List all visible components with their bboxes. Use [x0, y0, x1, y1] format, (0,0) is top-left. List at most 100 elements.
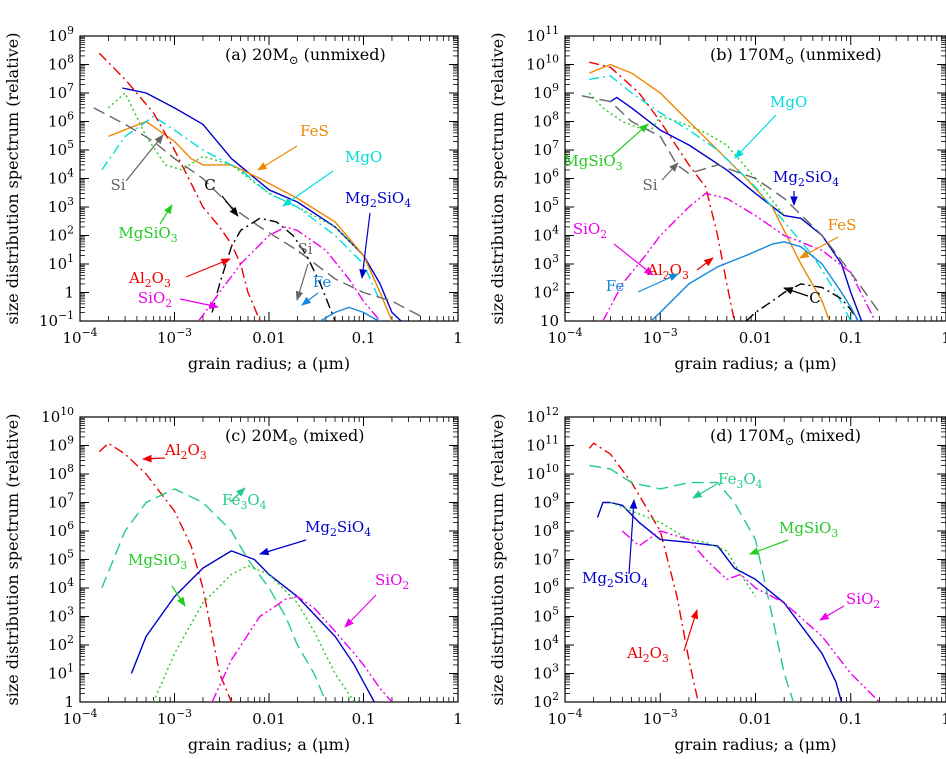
series-label-SiO2: SiO2: [138, 289, 172, 310]
x-axis-label: grain radius; a (μm): [674, 354, 836, 373]
series-label-C: C: [809, 289, 820, 307]
y-axis-label: size distribution spectrum (relative): [488, 413, 507, 705]
series-label-FeS: FeS: [828, 216, 857, 234]
series-line-SiO2: [602, 192, 876, 321]
label-arrow: [819, 605, 845, 621]
y-tick-label: 1: [64, 284, 74, 302]
panel-title: (c) 20M⊙ (mixed): [225, 426, 365, 448]
series-line-FeS: [108, 120, 393, 321]
series-line-Al2O3: [589, 61, 736, 321]
y-tick-label: 101: [48, 662, 74, 683]
y-tick-label: 102: [533, 281, 559, 302]
series-line-SiO2: [621, 530, 880, 702]
label-arrow: [628, 499, 638, 575]
series-label-Al2O3: Al2O3: [646, 261, 689, 282]
y-tick-label: 103: [533, 252, 559, 273]
x-tick-label: 0.01: [252, 710, 285, 728]
y-tick-label: 106: [533, 167, 559, 188]
series-line-MgSiO3: [610, 501, 757, 597]
series-label-Al2O3: Al2O3: [128, 269, 171, 290]
series-line-SiO2: [211, 595, 393, 702]
label-arrow: [179, 298, 219, 309]
x-tick-label: 10−3: [157, 707, 192, 728]
series-line-MgSiO3: [107, 92, 381, 293]
label-arrow: [692, 483, 718, 499]
label-arrow: [229, 487, 246, 503]
label-arrow: [613, 243, 654, 276]
y-tick-label: 103: [533, 662, 559, 683]
series-line-MgSiO3: [152, 565, 355, 702]
series-line-Al2O3: [98, 52, 261, 321]
series-label-Fe3O4: Fe3O4: [222, 491, 267, 512]
x-axis-label: grain radius; a (μm): [188, 354, 350, 373]
y-tick-label: 103: [48, 605, 74, 626]
x-tick-label: 0.01: [739, 710, 772, 728]
y-tick-label: 109: [533, 81, 559, 102]
x-tick-label: 1: [941, 710, 946, 728]
y-tick-label: 107: [48, 491, 74, 512]
x-tick-label: 0.1: [352, 710, 376, 728]
y-axis-label: size distribution spectrum (relative): [3, 413, 22, 705]
series-line-Mg2SiO4: [122, 87, 402, 321]
series-label-Al2O3: Al2O3: [164, 441, 207, 462]
x-tick-label: 1: [453, 710, 463, 728]
series-label-MgSiO3: MgSiO3: [118, 224, 177, 245]
label-arrow: [734, 114, 777, 159]
label-arrow: [611, 123, 649, 157]
y-tick-label: 106: [533, 576, 559, 597]
label-arrow: [259, 539, 307, 556]
series-label-Fe: Fe: [606, 277, 625, 295]
series-label-FeS: FeS: [300, 122, 329, 140]
panel-title: (b) 170M⊙ (unmixed): [710, 45, 882, 67]
y-tick-label: 109: [48, 24, 74, 45]
label-arrow: [185, 258, 231, 278]
series-label-SiO2: SiO2: [846, 590, 880, 611]
series-line-C: [745, 283, 859, 321]
y-tick-label: 107: [533, 138, 559, 159]
panel-title: (a) 20M⊙ (unmixed): [225, 45, 386, 67]
series-line-Si: [581, 95, 880, 313]
series-line-FeS: [589, 63, 831, 321]
series-label-Si: Si: [642, 176, 657, 194]
y-tick-label: 109: [533, 491, 559, 512]
x-tick-label: 0.1: [839, 329, 863, 347]
series-label-MgSiO3: MgSiO3: [128, 551, 187, 572]
y-tick-label: 10−1: [39, 309, 74, 330]
y-tick-label: 105: [48, 548, 74, 569]
series-line-MgO: [589, 75, 852, 321]
x-tick-label: 10−4: [547, 707, 582, 728]
series-label-Mg2SiO4: Mg2SiO4: [345, 189, 411, 210]
series-label-Mg2SiO4: Mg2SiO4: [773, 168, 839, 189]
y-tick-label: 1010: [41, 405, 74, 426]
x-tick-label: 10−4: [62, 707, 97, 728]
label-arrow: [257, 145, 298, 171]
label-arrow: [661, 162, 679, 181]
x-tick-label: 0.01: [739, 329, 772, 347]
y-axis-label: size distribution spectrum (relative): [3, 32, 22, 324]
y-tick-label: 1011: [526, 24, 559, 45]
series-line-Mg2SiO4: [130, 550, 375, 702]
y-tick-label: 102: [48, 633, 74, 654]
series-label-Mg2SiO4: Mg2SiO4: [305, 518, 371, 539]
x-tick-label: 1: [453, 329, 463, 347]
series-line-Fe: [320, 306, 381, 321]
y-tick-label: 106: [48, 110, 74, 131]
series-line-Fe: [650, 241, 859, 321]
y-tick-label: 10: [540, 312, 559, 330]
series-label-SiO2: SiO2: [375, 571, 409, 592]
y-tick-label: 106: [48, 519, 74, 540]
y-tick-label: 102: [533, 690, 559, 711]
series-label-Mg2SiO4: Mg2SiO4: [582, 569, 648, 590]
y-tick-label: 103: [48, 195, 74, 216]
y-tick-label: 104: [533, 224, 559, 245]
label-arrow: [696, 257, 714, 271]
y-tick-label: 104: [48, 576, 74, 597]
y-tick-label: 108: [533, 110, 559, 131]
y-tick-label: 1010: [526, 462, 559, 483]
x-tick-label: 0.1: [352, 329, 376, 347]
series-label-Al2O3: Al2O3: [626, 644, 669, 665]
y-tick-label: 107: [533, 548, 559, 569]
x-tick-label: 10−4: [547, 326, 582, 347]
y-tick-label: 105: [533, 605, 559, 626]
